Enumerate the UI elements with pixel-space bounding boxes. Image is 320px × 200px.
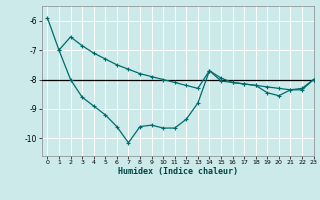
- X-axis label: Humidex (Indice chaleur): Humidex (Indice chaleur): [118, 167, 237, 176]
